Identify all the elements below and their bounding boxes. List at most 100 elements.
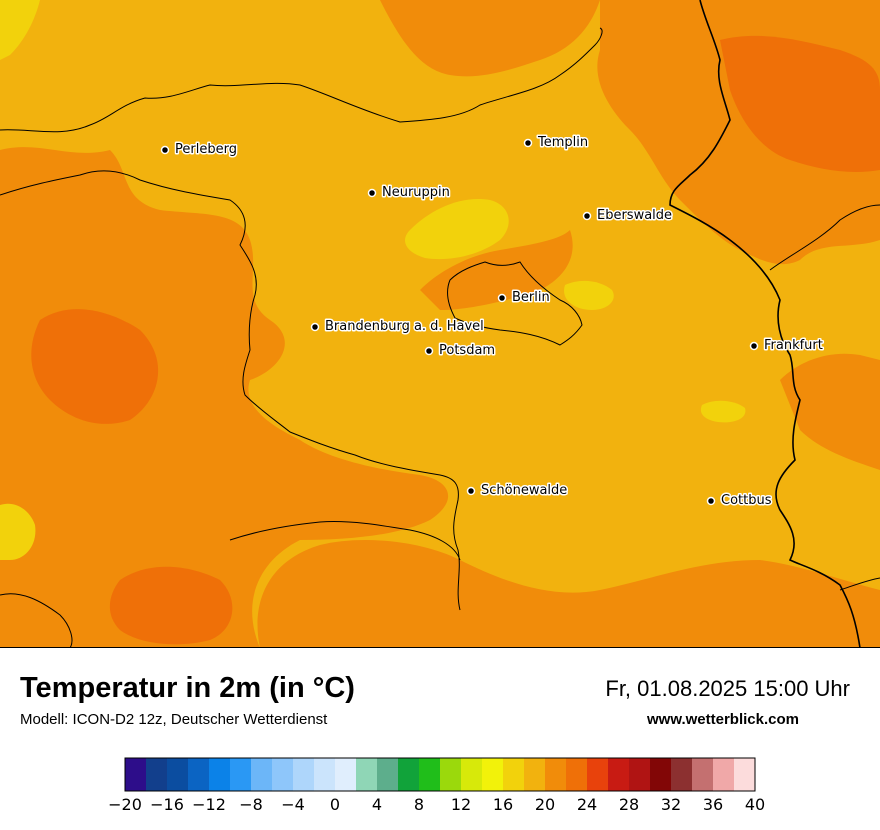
legend-swatch [419,758,441,791]
legend-swatch [209,758,231,791]
city-label: Schönewalde [481,483,567,498]
color-legend: −20 −16 −12 −8 −4 0 4 8 12 16 20 24 28 32 36 40 [108,757,765,814]
legend-swatch [335,758,357,791]
legend-tick-label: 8 [414,795,424,814]
city-marker-icon [424,346,434,356]
legend-tick-label: 36 [703,795,723,814]
model-source: Modell: ICON-D2 12z, Deutscher Wetterdie… [20,711,328,728]
state-border-south [229,521,461,561]
legend-tick-label: 4 [372,795,382,814]
cool-zone-northwest [0,0,40,60]
website-label: www.wetterblick.com [647,711,799,728]
legend-swatch [566,758,588,791]
legend-tick-label: −16 [150,795,184,814]
national-border [669,0,861,647]
cool-zone-north-central [405,199,509,260]
cities: Perleberg Templin Neuruppin Eberswalde Berli… [160,134,824,510]
forecast-datetime: Fr, 01.08.2025 15:00 Uhr [605,676,850,701]
city-label: Brandenburg a. d. Havel [325,319,484,334]
legend-tick-label: −12 [192,795,226,814]
warm-zone-central [420,230,573,310]
legend-swatch [587,758,609,791]
legend-swatch [377,758,399,791]
legend-tick-label: 0 [330,795,340,814]
city-marker-icon [160,145,170,155]
legend-swatch [230,758,252,791]
legend-swatch [524,758,546,791]
warm-zone-south [257,540,880,647]
legend-tick-label: 32 [661,795,681,814]
legend-swatch [608,758,630,791]
berlin-border [447,261,583,346]
legend-tick-label: 16 [493,795,513,814]
legend-tick-label: 40 [745,795,765,814]
legend-tick-label: −4 [281,795,305,814]
hot-zone-southwest [109,566,233,645]
legend-swatch [692,758,714,791]
legend-frame [124,757,756,792]
map-canvas: Perleberg Templin Neuruppin Eberswalde Berli… [0,0,880,647]
city-label: Perleberg [175,142,237,157]
legend-swatch [125,758,147,791]
state-border-west [0,170,461,611]
legend-swatch [713,758,735,791]
warm-zone-east [780,353,880,470]
legend-swatch [146,758,168,791]
hot-zones [31,35,880,645]
city-label: Frankfurt [764,338,823,353]
state-border-southeast [839,577,880,591]
city-marker-icon [706,496,716,506]
cool-zone-southwest [0,503,36,560]
borders [0,0,880,647]
map-title: Temperatur in 2m (in °C) [20,672,355,704]
legend-swatch [650,758,672,791]
legend-swatch [734,758,756,791]
state-border-east [769,204,880,271]
city-label: Berlin [512,290,550,305]
state-border-north [0,27,603,133]
city-perleberg: Perleberg [160,141,238,159]
city-brandenburg-a-d-havel: Brandenburg a. d. Havel [310,318,485,336]
city-label: Eberswalde [597,208,672,223]
city-marker-icon [310,322,320,332]
city-label: Neuruppin [382,185,450,200]
city-neuruppin: Neuruppin [367,184,451,202]
legend-swatch [398,758,420,791]
cool-zones [0,0,746,560]
city-marker-icon [582,211,592,221]
legend-swatch [440,758,462,791]
warm-zone-north [380,0,600,77]
legend-tick-label: 20 [535,795,555,814]
city-berlin: Berlin [497,289,551,307]
city-label: Cottbus [721,493,772,508]
hot-zone-west [31,309,159,424]
city-marker-icon [367,188,377,198]
city-potsdam: Potsdam [424,342,497,360]
city-eberswalde: Eberswalde [582,207,674,225]
footer: Temperatur in 2m (in °C) Modell: ICON-D2… [0,648,880,830]
legend-tick-label: 12 [451,795,471,814]
cool-zone-berlin-east [564,280,614,310]
legend-tick-label: 24 [577,795,597,814]
legend-color-bar [124,757,756,792]
legend-tick-label: −20 [108,795,142,814]
city-templin: Templin [523,134,590,152]
legend-swatch [293,758,315,791]
hot-zone-northeast [720,35,880,172]
legend-swatch [188,758,210,791]
legend-tick-label: 28 [619,795,639,814]
city-marker-icon [749,341,759,351]
legend-swatch [167,758,189,791]
city-sch-newalde: Schönewalde [466,482,569,500]
cool-zone-east [700,400,746,423]
state-border-southwest [0,593,73,647]
legend-swatch [314,758,336,791]
legend-tick-label: −8 [239,795,263,814]
legend-swatch [503,758,525,791]
city-frankfurt: Frankfurt [749,337,824,355]
legend-swatch [461,758,483,791]
legend-swatch [629,758,651,791]
city-label: Potsdam [439,343,495,358]
legend-swatch [272,758,294,791]
legend-ticks: −20 −16 −12 −8 −4 0 4 8 12 16 20 24 28 32 36 40 [108,795,765,814]
